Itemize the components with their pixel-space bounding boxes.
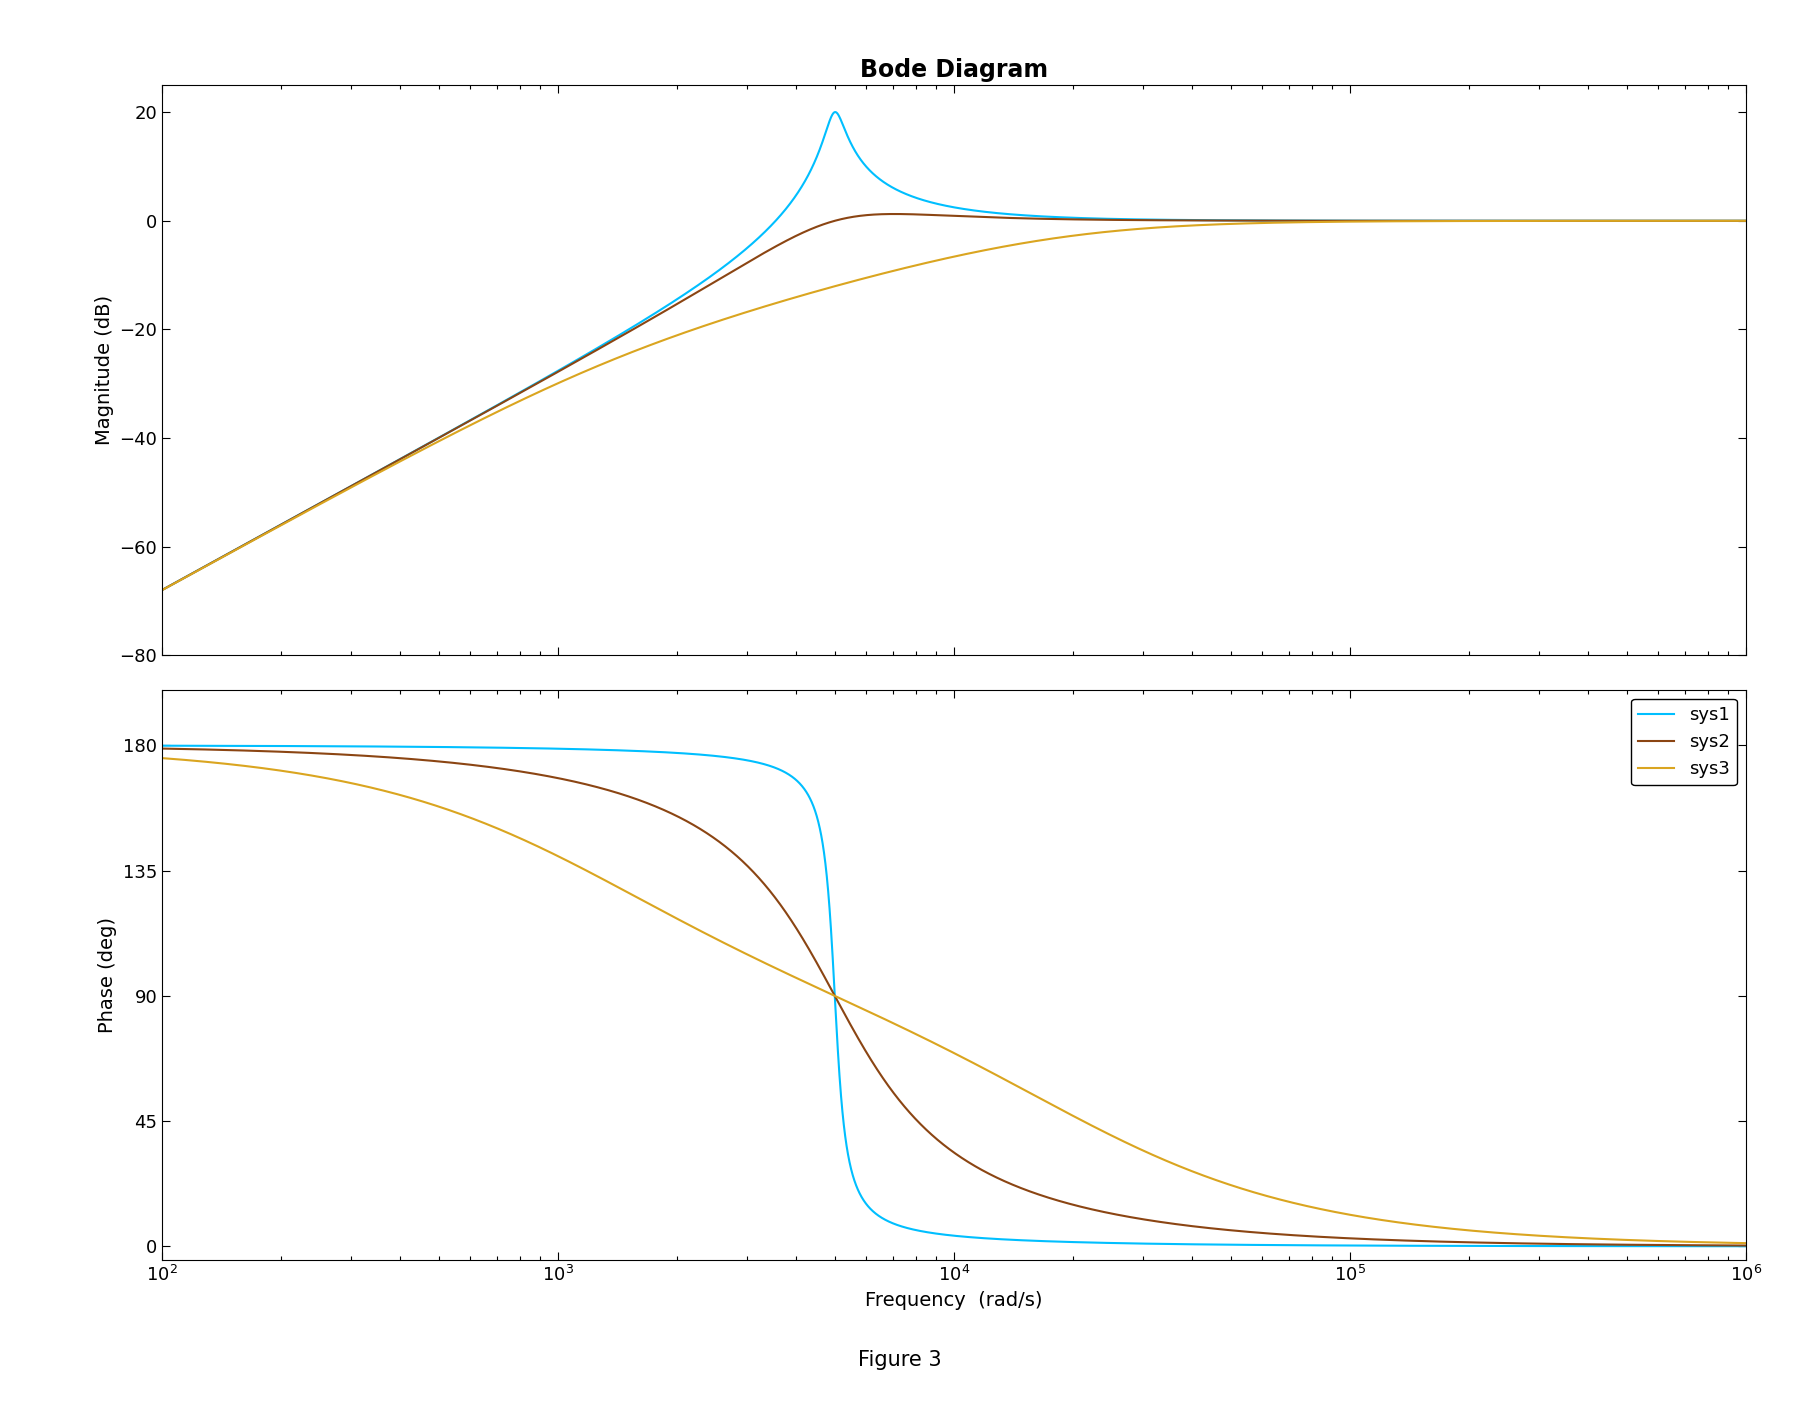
sys1 [1157,1236,1179,1253]
Title: Bode Diagram: Bode Diagram [860,58,1048,82]
sys3 [725,940,747,957]
sys2 [230,538,252,555]
sys1 [1157,211,1179,228]
sys2 [151,741,173,758]
sys1 [1089,1235,1111,1252]
Line: sys2: sys2 [162,214,1746,590]
sys1 [725,249,747,266]
sys2 [1089,211,1111,228]
Y-axis label: Magnitude (dB): Magnitude (dB) [95,295,113,445]
sys2 [1735,212,1757,229]
sys3 [1325,214,1346,231]
sys1 [824,103,846,120]
sys1 [230,538,252,555]
sys3 [230,538,252,555]
sys3 [1089,1121,1111,1138]
sys1 [1735,212,1757,229]
sys1 [1409,212,1431,229]
sys3 [151,582,173,599]
sys1 [151,738,173,755]
sys2 [1157,1215,1179,1232]
X-axis label: Frequency  (rad/s): Frequency (rad/s) [866,1291,1042,1310]
sys3 [151,749,173,766]
sys1 [151,582,173,599]
Y-axis label: Phase (deg): Phase (deg) [99,918,117,1034]
sys2 [151,582,173,599]
sys2 [725,261,747,278]
sys3 [230,758,252,775]
sys2 [725,847,747,864]
sys3 [1409,1216,1431,1233]
sys2 [230,742,252,759]
sys2 [1157,212,1179,229]
Line: sys3: sys3 [162,758,1746,1243]
sys1 [1089,210,1111,227]
Legend: sys1, sys2, sys3: sys1, sys2, sys3 [1631,698,1737,786]
sys1 [230,738,252,755]
Line: sys2: sys2 [162,749,1746,1246]
sys2 [884,205,905,222]
sys3 [1157,1153,1179,1170]
Line: sys1: sys1 [162,746,1746,1246]
Text: Figure 3: Figure 3 [859,1351,941,1371]
sys1 [1735,1238,1757,1255]
sys2 [1325,1229,1346,1246]
sys2 [1409,212,1431,229]
sys2 [1409,1232,1431,1249]
sys1 [1325,212,1346,229]
sys2 [1089,1202,1111,1219]
sys3 [1089,224,1111,241]
sys2 [1325,212,1346,229]
sys3 [725,307,747,324]
sys3 [1325,1204,1346,1221]
sys3 [1735,1235,1757,1252]
Line: sys3: sys3 [162,221,1746,590]
sys1 [1409,1238,1431,1255]
sys1 [1325,1238,1346,1255]
sys3 [1157,218,1179,235]
sys2 [1735,1238,1757,1255]
sys3 [1735,212,1757,229]
sys1 [725,750,747,767]
Line: sys1: sys1 [162,112,1746,590]
sys3 [1409,212,1431,229]
